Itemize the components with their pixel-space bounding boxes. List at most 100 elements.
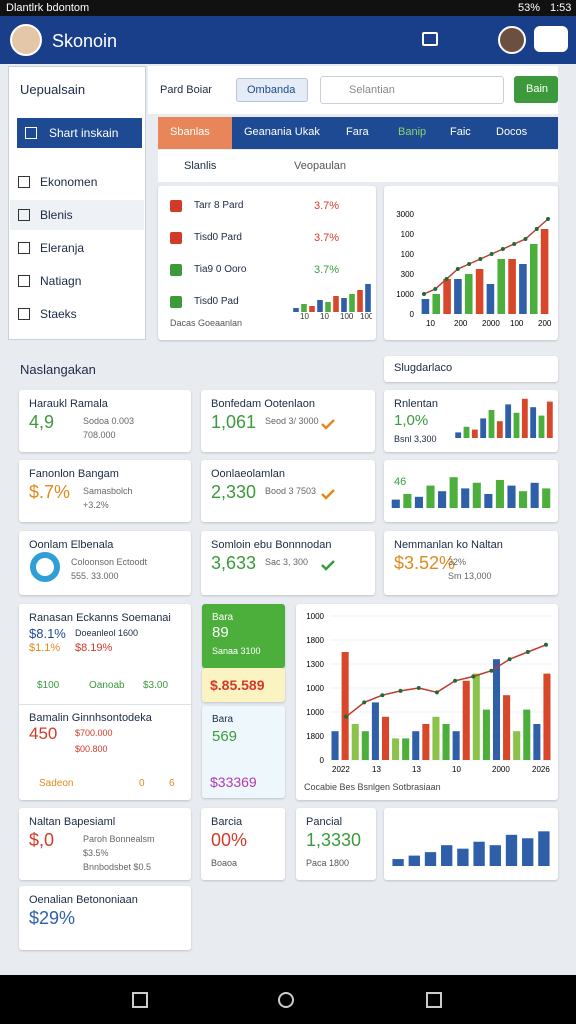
- nav-item[interactable]: Natiagn: [10, 266, 144, 296]
- chart: [392, 831, 550, 866]
- point: [534, 227, 539, 231]
- x-tick-label: 10: [452, 765, 461, 774]
- sidebar-title: Uepualsain: [20, 82, 86, 97]
- x-tick-label: 13: [372, 765, 381, 774]
- card-title: Naltan Bapesiaml: [29, 816, 116, 828]
- bar: [438, 491, 447, 508]
- card-value: 1,0%: [394, 412, 429, 429]
- card-note: +3.2%: [83, 500, 109, 510]
- card-title: Somloin ebu Bonnnodan: [211, 539, 332, 551]
- bar: [365, 284, 371, 312]
- tab-label: Geanania Ukak: [244, 126, 320, 138]
- bar: [455, 432, 462, 438]
- chart: [321, 560, 335, 571]
- yellow-tile: $.85.589: [202, 668, 285, 702]
- stat-card: Pancial 1,3330 Paca 1800: [296, 808, 376, 880]
- tab[interactable]: Docos: [484, 117, 558, 149]
- point: [471, 674, 476, 679]
- app-title: Skonoin: [52, 31, 118, 51]
- y-tick-label: 3000: [396, 210, 414, 219]
- bar: [361, 731, 369, 760]
- bar: [402, 738, 410, 760]
- nav-item[interactable]: Eleranja: [10, 233, 144, 263]
- card-note: Samasbolch: [83, 486, 133, 496]
- point: [544, 642, 548, 647]
- point: [500, 247, 505, 251]
- nav-item[interactable]: Blenis: [10, 200, 144, 230]
- chart: 3000 100 100 300 1000 0 10 200 2000 100 200: [396, 210, 552, 328]
- bar: [486, 284, 495, 314]
- panel-value: $8.1%: [29, 626, 66, 641]
- nav-item[interactable]: Ekonomen: [10, 167, 144, 197]
- point: [416, 686, 421, 690]
- nav-label: Natiagn: [40, 274, 82, 288]
- bar: [392, 859, 404, 866]
- profile-avatar[interactable]: [498, 26, 526, 54]
- card-value: 2,330: [211, 482, 257, 502]
- card-note: 708.000: [83, 430, 116, 440]
- point: [380, 693, 385, 698]
- home-icon[interactable]: [422, 32, 438, 46]
- tab-label: Banip: [398, 126, 427, 138]
- card-note: Seod 3/ 3000: [265, 416, 319, 426]
- button[interactable]: Bain: [514, 76, 558, 103]
- tab[interactable]: Sbanlas: [158, 117, 232, 149]
- trend-line: [345, 644, 547, 718]
- light-tile: Bara 569 $33369: [202, 706, 285, 798]
- point: [489, 252, 494, 256]
- tab[interactable]: Banip: [386, 117, 438, 149]
- x-tick-label: 10: [320, 312, 329, 320]
- menu-button[interactable]: [534, 26, 568, 52]
- panel-title: Bamalin Ginnhsontodeka: [29, 712, 152, 724]
- nav-item[interactable]: Shart inskain: [17, 118, 142, 148]
- point: [467, 262, 472, 266]
- clock: 1:53: [550, 2, 572, 14]
- dropdown-label: Ombanda: [247, 84, 296, 96]
- point: [489, 668, 494, 673]
- tile-value: 569: [212, 728, 238, 745]
- tab[interactable]: Geanania Ukak: [232, 117, 334, 149]
- card-value: 3,633: [211, 553, 257, 573]
- list-card: Tarr 8 Pard 3.7% Tisd0 Pard 3.7% Tia9 0 Ooro…: [158, 186, 376, 340]
- chip: $100: [37, 680, 60, 691]
- bar: [530, 482, 539, 508]
- y-tick-label: 1800: [306, 732, 324, 741]
- y-tick-label: 0: [320, 756, 325, 765]
- x-tick-label: 200: [454, 319, 468, 328]
- chart: 10 10 100 1000: [293, 284, 372, 320]
- bar: [391, 499, 400, 508]
- nav-label: Eleranja: [40, 241, 85, 255]
- section-link[interactable]: Slugdarlaco: [384, 356, 558, 382]
- tab[interactable]: Fara: [334, 117, 386, 149]
- y-tick-label: 300: [401, 270, 415, 279]
- stat-card: Oenalian Betononiaan $29%: [19, 886, 191, 950]
- dropdown[interactable]: Ombanda: [236, 78, 308, 102]
- tile-value: 89: [212, 624, 229, 641]
- recent-button[interactable]: [426, 992, 442, 1008]
- point: [523, 237, 528, 241]
- x-tick-label: 10: [426, 319, 435, 328]
- card-note: 32%: [448, 557, 467, 567]
- bar: [443, 279, 451, 314]
- nav-item[interactable]: Staeks: [10, 299, 144, 329]
- search-box[interactable]: Selantian: [320, 76, 504, 104]
- point: [507, 657, 512, 662]
- app-header: [0, 16, 576, 64]
- tile-title: Bara: [212, 612, 234, 623]
- tile-note: Sanaa 3100: [212, 646, 261, 656]
- home-button[interactable]: [278, 992, 294, 1008]
- tab[interactable]: Faic: [438, 117, 484, 149]
- stat-card: Somloin ebu Bonnnodan 3,633 Sac 3, 300: [201, 531, 375, 595]
- tile-value: $.85.589: [210, 677, 265, 693]
- bar: [371, 702, 379, 760]
- card-value: $,0: [29, 830, 55, 850]
- chip: Oanoab: [89, 680, 125, 691]
- bar: [325, 302, 331, 312]
- panel-note: $00.800: [75, 744, 108, 754]
- back-button[interactable]: [132, 992, 148, 1008]
- y-tick-label: 0: [410, 310, 415, 319]
- bar: [495, 480, 504, 508]
- bar: [349, 294, 355, 312]
- card-title: Fanonlon Bangam: [29, 468, 119, 480]
